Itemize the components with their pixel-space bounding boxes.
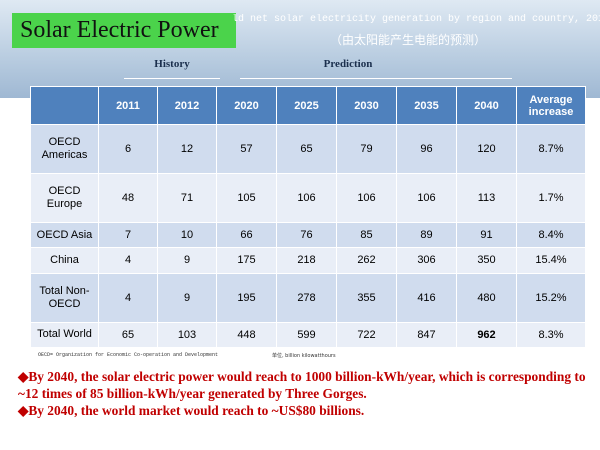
table-cell: 66 [216,221,277,249]
table-cell: 8.7% [516,124,586,174]
column-header: 2040 [456,86,517,125]
table-caption: ld net solar electricity generation by r… [232,14,600,25]
table-header-row: 2011 2012 2020 2025 2030 2035 2040 Avera… [30,86,586,125]
column-header: 2030 [336,86,397,125]
table-cell: 48 [98,172,158,223]
row-label: OECD Asia [30,221,99,249]
table-cell: 105 [216,172,277,223]
table-cell: 355 [336,272,397,323]
table-cell: 65 [98,321,158,349]
table-cell: 195 [216,272,277,323]
column-header: 2035 [396,86,457,125]
table-cell: 65 [276,124,337,174]
bullet-list: ◆By 2040, the solar electric power would… [18,368,588,419]
table-cell: 12 [157,124,217,174]
bullet-text: By 2040, the world market would reach to… [28,403,365,418]
table-cell: 218 [276,247,337,274]
prediction-group-label: Prediction [323,58,373,70]
table-caption-chinese: （由太阳能产生电能的预测） [330,33,487,47]
row-label: OECD Europe [30,172,99,223]
column-header: 2011 [98,86,158,125]
footnote-oecd: OECD= Organization for Economic Co-opera… [38,352,219,358]
table-row: OECD Asia 7 10 66 76 85 89 91 8.4% [30,221,586,249]
history-group-line [124,78,220,79]
table-cell: 8.3% [516,321,586,349]
table-cell: 416 [396,272,457,323]
slide-title: Solar Electric Power [12,13,236,48]
column-header: 2012 [157,86,217,125]
table-row: China 4 9 175 218 262 306 350 15.4% [30,247,586,274]
table-cell: 76 [276,221,337,249]
table-cell: 306 [396,247,457,274]
table-cell: 9 [157,247,217,274]
table-cell: 106 [396,172,457,223]
table-cell: 57 [216,124,277,174]
row-label: China [30,247,99,274]
table-cell: 480 [456,272,517,323]
prediction-group-line [240,78,512,79]
table-cell: 91 [456,221,517,249]
table-cell: 15.4% [516,247,586,274]
solar-generation-table: 2011 2012 2020 2025 2030 2035 2040 Avera… [30,86,586,349]
table-cell: 599 [276,321,337,349]
footnote-unit: 单位, billion kilowatthours [272,353,336,359]
table-cell: 7 [98,221,158,249]
row-label: Total World [30,321,99,349]
table-cell: 6 [98,124,158,174]
table-cell: 15.2% [516,272,586,323]
table-cell: 847 [396,321,457,349]
table-row: Total Non-OECD 4 9 195 278 355 416 480 1… [30,272,586,323]
diamond-bullet-icon: ◆ [18,369,29,384]
bullet-text: By 2040, the solar electric power would … [18,369,586,401]
table-row: OECD Europe 48 71 105 106 106 106 113 1.… [30,172,586,223]
table-cell: 722 [336,321,397,349]
table-cell: 350 [456,247,517,274]
column-header: 2025 [276,86,337,125]
table-cell: 120 [456,124,517,174]
table-cell: 4 [98,272,158,323]
diamond-bullet-icon: ◆ [18,403,29,418]
table-cell: 10 [157,221,217,249]
row-label: Total Non-OECD [30,272,99,323]
table-cell: 175 [216,247,277,274]
table-row: OECD Americas 6 12 57 65 79 96 120 8.7% [30,124,586,174]
table-cell: 106 [336,172,397,223]
table-row: Total World 65 103 448 599 722 847 962 8… [30,321,586,349]
table-cell: 262 [336,247,397,274]
table-cell: 278 [276,272,337,323]
table-cell: 96 [396,124,457,174]
table-cell: 1.7% [516,172,586,223]
bullet-item: ◆By 2040, the world market would reach t… [18,402,588,419]
table-cell: 103 [157,321,217,349]
table-cell: 85 [336,221,397,249]
history-group-label: History [154,58,190,70]
table-cell: 89 [396,221,457,249]
table-cell: 9 [157,272,217,323]
column-header-average-increase: Average increase [516,86,586,125]
table-cell: 71 [157,172,217,223]
table-cell: 106 [276,172,337,223]
table-cell: 448 [216,321,277,349]
bullet-item: ◆By 2040, the solar electric power would… [18,368,588,402]
column-header [30,86,99,125]
row-label: OECD Americas [30,124,99,174]
highlighted-cell-2040-world: 962 [456,321,517,349]
table-cell: 4 [98,247,158,274]
table-cell: 79 [336,124,397,174]
column-header: 2020 [216,86,277,125]
table-cell: 8.4% [516,221,586,249]
table-cell: 113 [456,172,517,223]
